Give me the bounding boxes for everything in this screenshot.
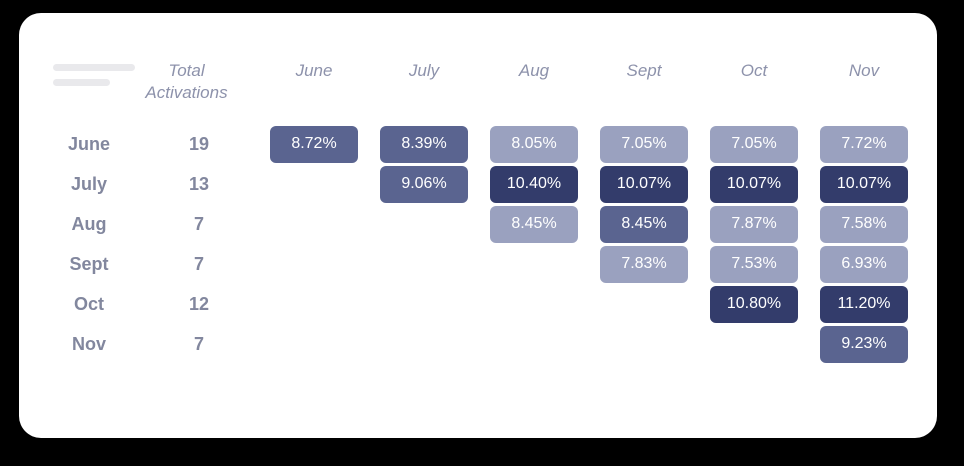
cohort-cell-nov-nov[interactable]: 9.23% <box>820 325 908 363</box>
cell-slot-july-july: 9.06% <box>369 164 479 204</box>
row-total-aug: 7 <box>193 213 204 234</box>
column-header-nov: Nov <box>848 61 880 80</box>
row-total-june: 19 <box>188 133 210 154</box>
cohort-cell-aug-sept[interactable]: 8.45% <box>600 205 688 243</box>
column-header-aug: Aug <box>518 61 550 80</box>
cell-slot-june-june: 8.72% <box>259 124 369 164</box>
row-total-july: 13 <box>188 173 210 194</box>
cell-slot-nov-oct <box>699 324 809 364</box>
column-header-july: July <box>408 61 440 80</box>
row-label-june: June <box>67 133 110 154</box>
cell-slot-sept-aug <box>479 244 589 284</box>
cohort-cell-aug-nov[interactable]: 7.58% <box>820 205 908 243</box>
cohort-cell-oct-nov[interactable]: 11.20% <box>820 285 908 323</box>
cell-slot-aug-june <box>259 204 369 244</box>
cohort-cell-june-aug[interactable]: 8.05% <box>490 125 578 163</box>
row-total-oct: 12 <box>188 293 210 314</box>
cell-slot-aug-nov: 7.58% <box>809 204 919 244</box>
cell-slot-july-sept: 10.07% <box>589 164 699 204</box>
cell-slot-june-oct: 7.05% <box>699 124 809 164</box>
cohort-cell-sept-nov[interactable]: 6.93% <box>820 245 908 283</box>
cell-slot-june-aug: 8.05% <box>479 124 589 164</box>
cell-slot-nov-aug <box>479 324 589 364</box>
cohort-cell-july-sept[interactable]: 10.07% <box>600 165 688 203</box>
cohort-cell-oct-oct[interactable]: 10.80% <box>710 285 798 323</box>
cell-slot-oct-sept <box>589 284 699 324</box>
cohort-cell-june-sept[interactable]: 7.05% <box>600 125 688 163</box>
row-label-july: July <box>70 173 108 194</box>
row-label-sept: Sept <box>69 253 109 274</box>
cell-slot-aug-aug: 8.45% <box>479 204 589 244</box>
row-total-sept: 7 <box>193 253 204 274</box>
cohort-cell-june-nov[interactable]: 7.72% <box>820 125 908 163</box>
cell-slot-oct-aug <box>479 284 589 324</box>
cell-slot-july-aug: 10.40% <box>479 164 589 204</box>
total-activations-header: Total Activations <box>145 61 228 102</box>
cell-slot-sept-nov: 6.93% <box>809 244 919 284</box>
cohort-table: Total Activations June July Aug Sept Oct Nov Ju… <box>19 13 937 364</box>
cohort-cell-sept-sept[interactable]: 7.83% <box>600 245 688 283</box>
row-total-nov: 7 <box>193 333 204 354</box>
cell-slot-oct-nov: 11.20% <box>809 284 919 324</box>
cohort-cell-july-oct[interactable]: 10.07% <box>710 165 798 203</box>
cell-slot-july-oct: 10.07% <box>699 164 809 204</box>
skeleton-bar-short-icon <box>53 79 110 86</box>
cell-slot-nov-nov: 9.23% <box>809 324 919 364</box>
cohort-cell-aug-aug[interactable]: 8.45% <box>490 205 578 243</box>
cell-slot-nov-july <box>369 324 479 364</box>
cell-slot-aug-july <box>369 204 479 244</box>
cohort-cell-june-june[interactable]: 8.72% <box>270 125 358 163</box>
cohort-cell-june-july[interactable]: 8.39% <box>380 125 468 163</box>
cell-slot-sept-july <box>369 244 479 284</box>
row-label-nov: Nov <box>71 333 106 354</box>
skeleton-bar-long-icon <box>53 64 135 71</box>
cell-slot-sept-june <box>259 244 369 284</box>
column-header-june: June <box>295 61 333 80</box>
cell-slot-aug-oct: 7.87% <box>699 204 809 244</box>
cell-slot-oct-june <box>259 284 369 324</box>
skeleton-placeholder <box>39 60 139 124</box>
cell-slot-oct-july <box>369 284 479 324</box>
cohort-cell-july-nov[interactable]: 10.07% <box>820 165 908 203</box>
cell-slot-july-june <box>259 164 369 204</box>
cohort-cell-aug-oct[interactable]: 7.87% <box>710 205 798 243</box>
cell-slot-nov-june <box>259 324 369 364</box>
cohort-cell-sept-oct[interactable]: 7.53% <box>710 245 798 283</box>
column-header-oct: Oct <box>740 61 768 80</box>
cohort-cell-june-oct[interactable]: 7.05% <box>710 125 798 163</box>
cell-slot-sept-sept: 7.83% <box>589 244 699 284</box>
cell-slot-june-nov: 7.72% <box>809 124 919 164</box>
cohort-cell-july-aug[interactable]: 10.40% <box>490 165 578 203</box>
cell-slot-july-nov: 10.07% <box>809 164 919 204</box>
row-label-oct: Oct <box>73 293 104 314</box>
row-label-aug: Aug <box>71 213 107 234</box>
cell-slot-oct-oct: 10.80% <box>699 284 809 324</box>
cell-slot-sept-oct: 7.53% <box>699 244 809 284</box>
cell-slot-june-july: 8.39% <box>369 124 479 164</box>
cell-slot-june-sept: 7.05% <box>589 124 699 164</box>
cell-slot-nov-sept <box>589 324 699 364</box>
cohort-cell-july-july[interactable]: 9.06% <box>380 165 468 203</box>
cell-slot-aug-sept: 8.45% <box>589 204 699 244</box>
column-header-sept: Sept <box>626 61 662 80</box>
cohort-card: Total Activations June July Aug Sept Oct Nov Ju… <box>19 13 937 438</box>
